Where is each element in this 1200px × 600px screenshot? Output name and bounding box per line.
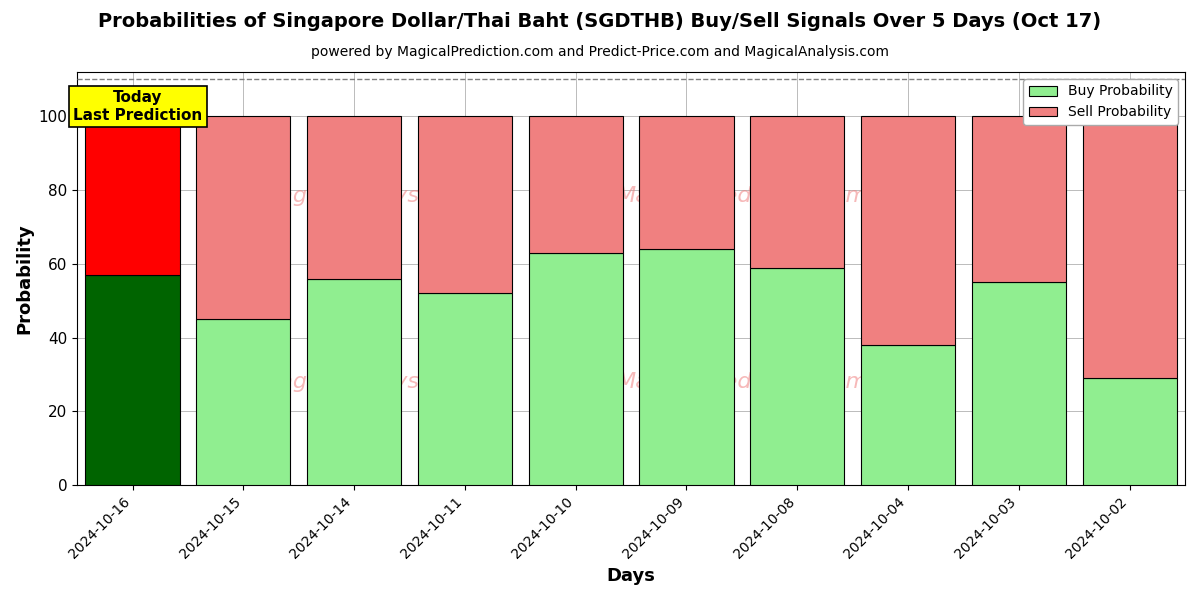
Bar	[85, 275, 180, 485]
Text: MagicalPrediction.com: MagicalPrediction.com	[617, 372, 868, 392]
Bar	[307, 116, 401, 278]
Bar	[750, 116, 845, 268]
Bar	[972, 116, 1066, 282]
Bar	[418, 293, 512, 485]
Text: Today
Last Prediction: Today Last Prediction	[73, 91, 203, 123]
Bar	[750, 268, 845, 485]
Legend: Buy Probability, Sell Probability: Buy Probability, Sell Probability	[1024, 79, 1178, 125]
Y-axis label: Probability: Probability	[14, 223, 32, 334]
Text: MagicalAnalysis.com: MagicalAnalysis.com	[260, 372, 492, 392]
Bar	[640, 116, 733, 249]
Bar	[529, 253, 623, 485]
Bar	[860, 345, 955, 485]
Bar	[197, 116, 290, 319]
Bar	[860, 116, 955, 345]
Bar	[418, 116, 512, 293]
Text: MagicalPrediction.com: MagicalPrediction.com	[617, 186, 868, 206]
Bar	[1082, 116, 1177, 378]
Bar	[529, 116, 623, 253]
Text: powered by MagicalPrediction.com and Predict-Price.com and MagicalAnalysis.com: powered by MagicalPrediction.com and Pre…	[311, 45, 889, 59]
Text: MagicalAnalysis.com: MagicalAnalysis.com	[260, 186, 492, 206]
Bar	[197, 319, 290, 485]
Bar	[972, 282, 1066, 485]
Bar	[1082, 378, 1177, 485]
Bar	[640, 249, 733, 485]
Bar	[85, 116, 180, 275]
Bar	[307, 278, 401, 485]
Text: Probabilities of Singapore Dollar/Thai Baht (SGDTHB) Buy/Sell Signals Over 5 Day: Probabilities of Singapore Dollar/Thai B…	[98, 12, 1102, 31]
X-axis label: Days: Days	[607, 567, 655, 585]
